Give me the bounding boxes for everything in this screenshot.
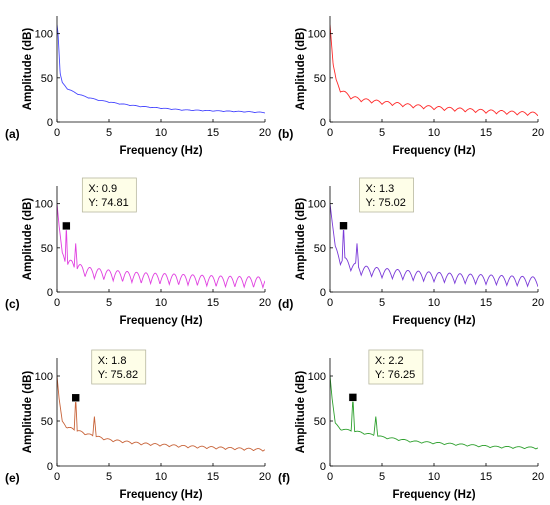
y-axis-label: Amplitude (dB) bbox=[295, 198, 307, 281]
series-line bbox=[57, 203, 265, 290]
x-tick-label: 5 bbox=[379, 471, 385, 483]
datatip: X: 1.8 Y: 75.82 bbox=[71, 349, 147, 403]
y-tick-label: 50 bbox=[41, 73, 53, 85]
y-tick-label: 50 bbox=[314, 416, 326, 428]
x-axis-label: Frequency (Hz) bbox=[392, 315, 475, 327]
y-axis-label: Amplitude (dB) bbox=[22, 371, 34, 454]
y-tick-label: 0 bbox=[320, 117, 326, 129]
x-axis-label: Frequency (Hz) bbox=[119, 489, 202, 501]
series-line bbox=[330, 375, 538, 450]
x-tick-label: 5 bbox=[106, 127, 112, 139]
datatip-box bbox=[359, 177, 414, 213]
x-tick-label: 10 bbox=[155, 471, 167, 483]
x-tick-label: 0 bbox=[327, 471, 333, 483]
x-axis-label: Frequency (Hz) bbox=[119, 315, 202, 327]
x-tick-label: 0 bbox=[54, 127, 60, 139]
y-axis-label: Amplitude (dB) bbox=[295, 371, 307, 454]
datatip-marker bbox=[62, 221, 71, 231]
panel-d: 0 5 10 15 20 0 50 100 Frequency (Hz) Amplitude (d… bbox=[278, 177, 544, 327]
datatip-marker bbox=[339, 221, 348, 231]
x-tick-label: 20 bbox=[259, 297, 271, 309]
panel-label: (b) bbox=[278, 127, 293, 141]
panel-a: 0 5 10 15 20 0 50 100 Frequency (Hz) Amplitude (d… bbox=[5, 16, 271, 157]
y-tick-label: 100 bbox=[308, 199, 326, 211]
series-line bbox=[330, 24, 538, 117]
x-axis-label: Frequency (Hz) bbox=[392, 145, 475, 157]
x-tick-label: 20 bbox=[532, 471, 544, 483]
y-tick-label: 0 bbox=[47, 287, 53, 299]
panel-f: 0 5 10 15 20 0 50 100 Frequency (Hz) Amplitude (d… bbox=[278, 349, 544, 501]
x-tick-label: 0 bbox=[54, 471, 60, 483]
panel-label: (c) bbox=[5, 297, 20, 311]
x-tick-label: 5 bbox=[379, 127, 385, 139]
y-tick-label: 50 bbox=[41, 416, 53, 428]
datatip-x: X: 0.9 bbox=[88, 183, 117, 195]
datatip-x: X: 2.2 bbox=[375, 355, 404, 367]
panel-label: (a) bbox=[5, 127, 20, 141]
x-tick-label: 15 bbox=[480, 471, 492, 483]
datatip-marker bbox=[348, 393, 358, 402]
x-tick-label: 0 bbox=[327, 297, 333, 309]
x-tick-label: 20 bbox=[259, 127, 271, 139]
x-axis-label: Frequency (Hz) bbox=[392, 489, 475, 501]
datatip-y: Y: 76.25 bbox=[375, 369, 415, 381]
y-tick-label: 100 bbox=[35, 371, 53, 383]
x-tick-label: 15 bbox=[207, 471, 219, 483]
y-axis-label: Amplitude (dB) bbox=[22, 28, 34, 111]
x-tick-label: 15 bbox=[207, 297, 219, 309]
x-tick-label: 15 bbox=[480, 297, 492, 309]
datatip-y: Y: 75.82 bbox=[98, 369, 138, 381]
datatip-marker bbox=[71, 393, 81, 403]
y-tick-label: 100 bbox=[308, 29, 326, 41]
y-tick-label: 0 bbox=[320, 287, 326, 299]
panel-label: (f) bbox=[278, 471, 290, 485]
x-tick-label: 10 bbox=[428, 297, 440, 309]
series-line bbox=[57, 24, 265, 114]
datatip-box bbox=[81, 177, 137, 213]
series-line bbox=[330, 203, 538, 288]
y-tick-label: 50 bbox=[314, 73, 326, 85]
y-tick-label: 100 bbox=[308, 371, 326, 383]
datatip: X: 2.2 Y: 76.25 bbox=[348, 349, 424, 402]
y-tick-label: 0 bbox=[47, 117, 53, 129]
y-axis-label: Amplitude (dB) bbox=[295, 28, 307, 111]
x-tick-label: 0 bbox=[327, 127, 333, 139]
y-tick-label: 0 bbox=[320, 461, 326, 473]
panel-c: 0 5 10 15 20 0 50 100 Frequency (Hz) Amplitude (d… bbox=[5, 177, 271, 327]
x-tick-label: 0 bbox=[54, 297, 60, 309]
datatip: X: 1.3 Y: 75.02 bbox=[339, 177, 414, 231]
y-axis-label: Amplitude (dB) bbox=[22, 198, 34, 281]
x-tick-label: 15 bbox=[480, 127, 492, 139]
panel-label: (d) bbox=[278, 297, 293, 311]
datatip-x: X: 1.8 bbox=[98, 355, 127, 367]
x-tick-label: 20 bbox=[532, 297, 544, 309]
y-tick-label: 100 bbox=[35, 199, 53, 211]
datatip-y: Y: 75.02 bbox=[366, 197, 406, 209]
x-tick-label: 5 bbox=[106, 297, 112, 309]
x-axis-label: Frequency (Hz) bbox=[119, 145, 202, 157]
x-tick-label: 10 bbox=[155, 297, 167, 309]
x-tick-label: 5 bbox=[106, 471, 112, 483]
x-tick-label: 5 bbox=[379, 297, 385, 309]
x-tick-label: 20 bbox=[532, 127, 544, 139]
y-tick-label: 100 bbox=[35, 29, 53, 41]
series-line bbox=[57, 375, 265, 452]
datatip-x: X: 1.3 bbox=[366, 183, 395, 195]
x-tick-label: 10 bbox=[428, 127, 440, 139]
panel-e: 0 5 10 15 20 0 50 100 Frequency (Hz) Amplitude (d… bbox=[5, 349, 271, 501]
y-tick-label: 50 bbox=[41, 243, 53, 255]
x-tick-label: 20 bbox=[259, 471, 271, 483]
x-tick-label: 10 bbox=[428, 471, 440, 483]
datatip: X: 0.9 Y: 74.81 bbox=[62, 177, 137, 231]
datatip-box bbox=[368, 349, 424, 385]
x-tick-label: 15 bbox=[207, 127, 219, 139]
y-tick-label: 50 bbox=[314, 243, 326, 255]
datatip-box bbox=[91, 349, 147, 385]
panel-b: 0 5 10 15 20 0 50 100 Frequency (Hz) Amplitude (d… bbox=[278, 16, 544, 157]
panel-label: (e) bbox=[5, 471, 20, 485]
y-tick-label: 0 bbox=[47, 461, 53, 473]
x-tick-label: 10 bbox=[155, 127, 167, 139]
datatip-y: Y: 74.81 bbox=[88, 197, 128, 209]
